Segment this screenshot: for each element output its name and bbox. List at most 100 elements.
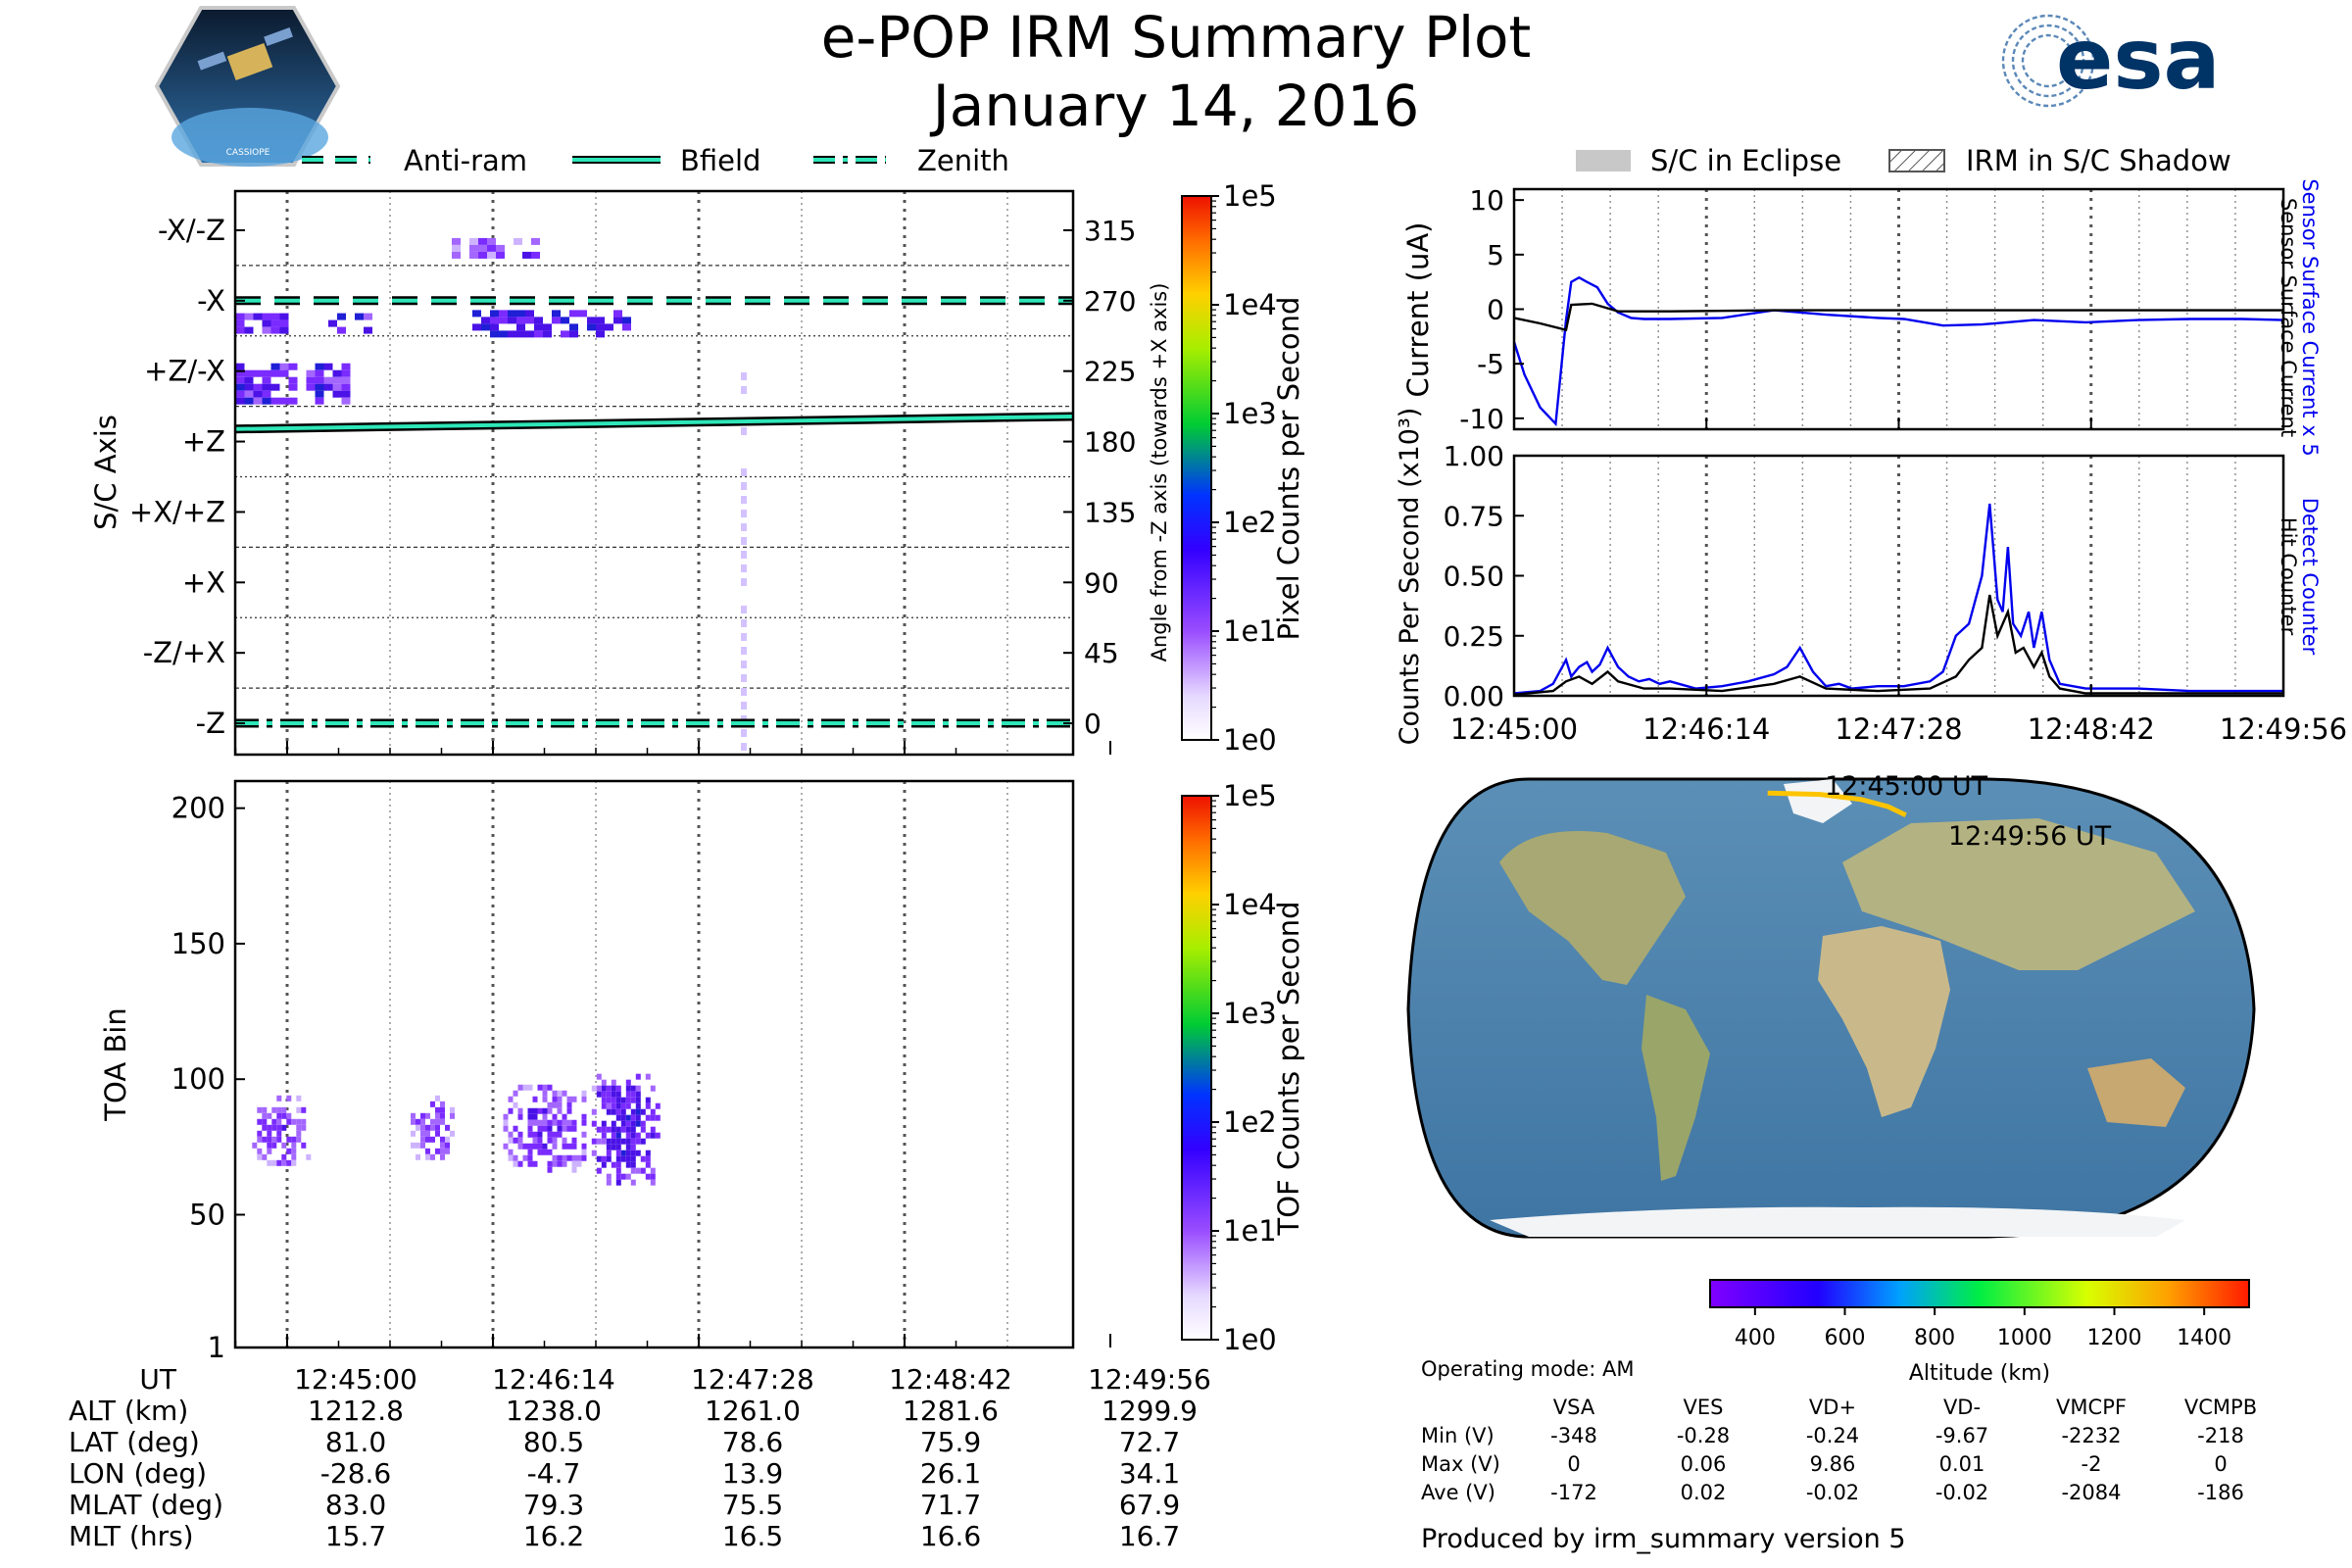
series-line [1513, 594, 2283, 696]
tof-count-cell [537, 1125, 543, 1132]
tof-count-cell [630, 1155, 636, 1162]
orbit-row-mlat: MLAT (deg) 83.0 79.3 75.5 71.7 67.9 [69, 1490, 1180, 1521]
tof-count-cell [301, 1142, 307, 1149]
current-right-label-blue: Sensor Surface Current x 5 [2298, 178, 2322, 456]
tof-count-cell [625, 1155, 631, 1162]
tof-count-cell [620, 1097, 626, 1103]
pixel-count-cell [741, 496, 747, 504]
pixel-count-cell [499, 317, 508, 324]
pixel-count-cell [525, 310, 534, 318]
pixel-count-cell [253, 369, 263, 377]
tof-count-cell [291, 1148, 297, 1154]
tof-count-cell [615, 1144, 621, 1151]
tof-count-cell [276, 1106, 282, 1113]
pixel-count-cell [499, 310, 508, 318]
tof-count-cell [271, 1136, 277, 1143]
time-tick-label: 12:46:14 [1642, 712, 1770, 746]
orbit-row-mlt: MLT (hrs) 15.7 16.2 16.5 16.6 16.7 [69, 1520, 1180, 1552]
pixel-count-cell [534, 317, 543, 324]
tof-count-cell [596, 1126, 602, 1133]
tof-count-cell [645, 1173, 651, 1180]
tof-count-cell [576, 1160, 582, 1167]
pixel-count-cell [741, 743, 747, 751]
ytick-label: 5 [1487, 239, 1504, 271]
voltage-header: VMCPF [2056, 1396, 2127, 1419]
orbit-cell: 16.2 [522, 1520, 585, 1552]
tof-count-cell [522, 1084, 528, 1091]
pixel-count-cell [270, 383, 280, 391]
pixel-count-cell [596, 317, 605, 324]
pixel-count-cell [332, 383, 342, 391]
pixel-count-cell [516, 317, 525, 324]
tof-count-cell [271, 1118, 277, 1125]
tof-count-cell [517, 1107, 523, 1114]
tof-count-cell [267, 1159, 272, 1166]
pixel-count-cell [531, 237, 540, 245]
pixel-count-cell [328, 319, 337, 327]
toa-tick-label: 100 [172, 1062, 225, 1096]
tof-count-cell [650, 1126, 656, 1133]
tof-count-cell [620, 1138, 626, 1145]
pixel-count-cell [262, 369, 271, 377]
pixel-count-cell [613, 317, 622, 324]
tof-count-cell [281, 1112, 287, 1119]
pixel-count-cell [478, 251, 487, 259]
pixel-count-cell [569, 330, 578, 338]
tof-count-cell [552, 1096, 558, 1102]
tof-count-cell [542, 1096, 548, 1102]
tof-count-cell [596, 1167, 602, 1174]
tof-count-cell [527, 1084, 533, 1091]
tof-count-cell [430, 1136, 435, 1143]
orbit-cell: 12:49:56 [1088, 1363, 1211, 1396]
toa-tick-label: 150 [172, 927, 225, 960]
tof-count-cell [552, 1102, 558, 1108]
pixel-count-cell [508, 330, 516, 338]
tof-count-cell [296, 1106, 302, 1113]
voltage-cell: -9.67 [1935, 1424, 1989, 1447]
pixel-count-cell [306, 369, 316, 377]
voltage-cell: 0 [1567, 1452, 1581, 1476]
pixel-count-cell [315, 376, 324, 384]
pixel-count-cell [487, 251, 496, 259]
voltage-row-min: Min (V) -348 -0.28 -0.24 -9.67 -2232 -21… [1421, 1422, 2303, 1450]
voltage-header: VSA [1552, 1396, 1595, 1419]
altitude-colorbar-label: Altitude (km) [1909, 1361, 2050, 1386]
pixel-count-cell [244, 313, 254, 320]
tof-count-cell [267, 1112, 272, 1119]
colorbar-tick-label: 1e0 [1223, 723, 1277, 757]
pixel-count-cell [279, 313, 289, 320]
tof-count-cell [620, 1120, 626, 1127]
tof-count-cell [557, 1102, 563, 1108]
tof-count-cell [513, 1154, 518, 1161]
tof-count-cell [532, 1131, 538, 1138]
tof-count-cell [625, 1138, 631, 1145]
pixel-count-cell [472, 310, 481, 318]
pixel-count-cell [253, 383, 263, 391]
altitude-colorbar-tick-label: 1400 [2177, 1326, 2231, 1350]
tof-count-cell [606, 1097, 612, 1103]
tof-spectrogram-frame [233, 779, 1075, 1349]
tof-count-cell [430, 1153, 435, 1160]
sc-axis-tick-label: -Z [196, 707, 225, 740]
tof-count-cell [527, 1154, 533, 1161]
series-line [1513, 503, 2283, 695]
tof-count-cell [635, 1073, 641, 1080]
pixel-count-cell [279, 319, 289, 327]
pixel-count-cell [531, 251, 540, 259]
tof-count-cell [591, 1150, 597, 1156]
pixel-count-cell [253, 390, 263, 398]
tof-count-cell [615, 1126, 621, 1133]
tof-count-cell [257, 1106, 263, 1113]
pixel-count-cell [452, 237, 461, 245]
tof-count-cell [557, 1160, 563, 1167]
tof-count-cell [562, 1113, 567, 1120]
tof-count-cell [291, 1142, 297, 1149]
tof-count-cell [645, 1114, 651, 1121]
pixel-count-cell [270, 313, 280, 320]
tof-count-cell [635, 1120, 641, 1127]
tof-count-cell [252, 1142, 258, 1149]
altitude-colorbar: 400 600 800 1000 1200 1400 Altitude (km) [1709, 1279, 2250, 1386]
pixel-count-cell [496, 251, 505, 259]
tof-count-cell [630, 1114, 636, 1121]
tof-count-cell [537, 1107, 543, 1114]
